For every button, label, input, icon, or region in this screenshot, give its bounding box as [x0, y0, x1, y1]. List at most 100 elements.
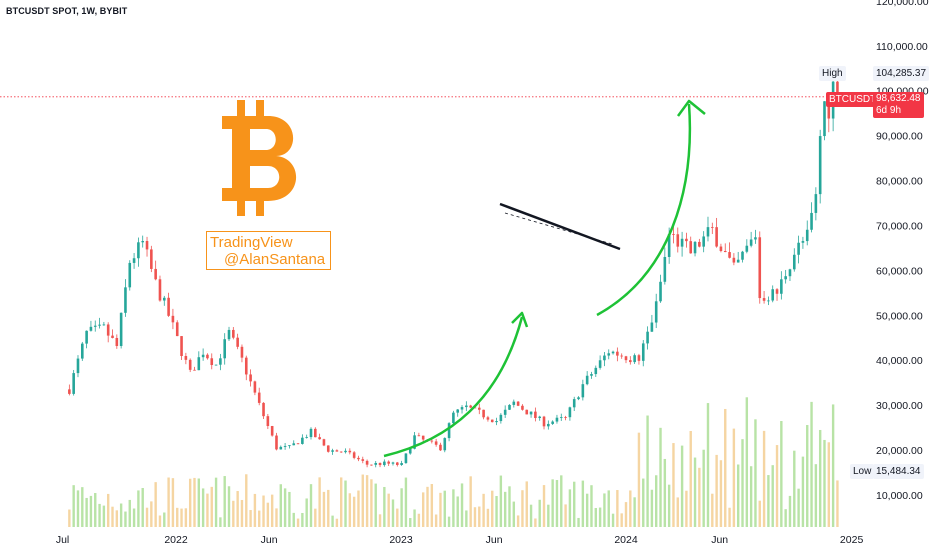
- volume-bar: [775, 445, 779, 527]
- candle-body: [305, 437, 308, 438]
- volume-bar: [404, 477, 408, 527]
- volume-bar: [253, 493, 257, 527]
- volume-bar: [331, 515, 334, 527]
- volume-bar: [240, 499, 244, 527]
- candle-body: [283, 445, 287, 447]
- logo-stroke: [256, 100, 264, 118]
- up-arrow-right-head: [676, 99, 706, 117]
- volume-bar: [702, 449, 705, 527]
- volume-bar: [163, 512, 166, 527]
- price-axis[interactable]: 10,000.00 20,000.00 30,000.00 40,000.00 50,0…: [876, 0, 929, 502]
- volume-bar: [598, 507, 602, 527]
- volume-bar: [452, 489, 455, 527]
- candle-body: [378, 462, 382, 466]
- volume-bar: [547, 504, 550, 527]
- y-tick-label: 60,000.00: [876, 265, 923, 277]
- candle-body: [693, 241, 697, 254]
- candle-body: [193, 369, 196, 371]
- volume-bar: [568, 489, 572, 527]
- volume-bar: [348, 493, 352, 527]
- volume-bar: [184, 508, 188, 527]
- candle-body: [538, 416, 541, 419]
- candle-body: [499, 414, 503, 422]
- volume-bar: [106, 493, 110, 527]
- volume-bar: [534, 518, 537, 527]
- resistance-trendline-dashed: [504, 212, 613, 245]
- volume-bar: [206, 493, 209, 527]
- countdown-value: 6d 9h: [876, 105, 902, 116]
- volume-bar: [150, 501, 153, 527]
- candle-body: [477, 407, 481, 410]
- candle-body: [805, 229, 809, 242]
- volume-bar: [383, 486, 386, 527]
- volume-bar: [439, 492, 442, 527]
- volume-bar: [698, 467, 701, 527]
- y-tick-label: 20,000.00: [876, 445, 923, 457]
- candle-body: [581, 384, 585, 398]
- volume-bar: [719, 460, 723, 527]
- candle-body: [564, 417, 567, 418]
- candle-body: [823, 101, 826, 137]
- candle-body: [572, 399, 576, 408]
- candle-body: [154, 268, 157, 280]
- candle-body: [279, 446, 283, 450]
- candle-body: [335, 450, 339, 452]
- volume-bar: [391, 499, 395, 527]
- volume-bar: [637, 432, 641, 527]
- candle-body: [788, 269, 792, 277]
- candle-body: [141, 241, 145, 243]
- volume-bar: [749, 466, 753, 527]
- candle-body: [452, 412, 455, 424]
- volume-bar: [642, 478, 645, 527]
- candle-body: [534, 411, 537, 419]
- volume-bar: [616, 490, 619, 527]
- volume-bar: [486, 508, 490, 527]
- candle-body: [137, 242, 140, 259]
- volume-bar: [736, 464, 740, 527]
- candle-body: [745, 245, 749, 252]
- candle-body: [698, 241, 701, 247]
- y-tick-label: 70,000.00: [876, 220, 923, 232]
- candle-body: [736, 259, 740, 263]
- volume-bar: [68, 509, 71, 527]
- candle-body: [702, 236, 705, 247]
- candle-body: [318, 437, 321, 440]
- candle-body: [663, 256, 667, 282]
- candle-body: [175, 322, 179, 337]
- candle-body: [197, 357, 201, 371]
- candle-body: [775, 289, 779, 294]
- candle-body: [150, 249, 153, 269]
- volume-bar: [314, 508, 317, 527]
- candle-body: [680, 238, 684, 247]
- volume-bar: [426, 486, 429, 527]
- volume-bar: [814, 464, 818, 527]
- candle-body: [322, 439, 326, 446]
- volume-bar: [236, 491, 239, 527]
- candle-body: [603, 355, 606, 361]
- volume-bar: [89, 495, 93, 527]
- time-axis[interactable]: Jul2022Jun2023Jun2024Jun2025Jun2026Jun: [56, 534, 932, 546]
- candle-body: [348, 450, 352, 453]
- candle-body: [689, 241, 693, 254]
- volume-bar: [560, 475, 563, 527]
- volume-bar: [357, 490, 360, 527]
- volume-bar: [132, 508, 136, 527]
- candle-body: [434, 441, 438, 445]
- volume-bar: [525, 481, 528, 527]
- candle-body: [81, 343, 84, 359]
- candle-body: [119, 312, 123, 347]
- candle-body: [521, 405, 524, 410]
- volume-bar: [98, 503, 101, 527]
- volume-bar: [594, 507, 597, 527]
- candle-body: [728, 252, 731, 258]
- candle-body: [767, 300, 770, 302]
- volume-bar: [758, 500, 761, 527]
- candle-body: [827, 101, 831, 119]
- volume-bar: [685, 490, 688, 527]
- candle-body: [516, 401, 520, 406]
- last-price-value: 98,632.48: [876, 93, 921, 104]
- volume-bar: [232, 500, 235, 527]
- candle-body: [188, 359, 192, 370]
- x-tick-label: Jun: [711, 534, 728, 546]
